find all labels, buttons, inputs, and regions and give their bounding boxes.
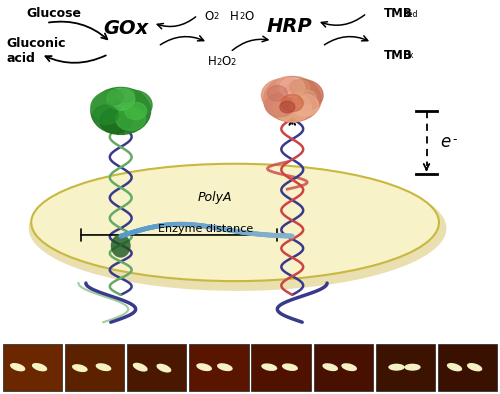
Text: -: -	[453, 134, 458, 147]
Text: GOx: GOx	[103, 19, 148, 38]
Text: H: H	[208, 56, 216, 69]
Circle shape	[94, 105, 118, 125]
FancyBboxPatch shape	[376, 344, 435, 391]
Circle shape	[262, 79, 303, 112]
Circle shape	[114, 90, 152, 120]
Ellipse shape	[196, 363, 212, 371]
Text: 2: 2	[239, 12, 244, 21]
Ellipse shape	[72, 364, 88, 372]
Circle shape	[280, 78, 304, 97]
Circle shape	[298, 90, 316, 104]
Text: Ox: Ox	[403, 52, 413, 60]
Ellipse shape	[111, 234, 130, 258]
Circle shape	[284, 80, 323, 111]
Circle shape	[268, 85, 287, 101]
Circle shape	[116, 107, 146, 130]
Ellipse shape	[156, 364, 172, 373]
Ellipse shape	[133, 363, 148, 372]
Ellipse shape	[28, 166, 446, 291]
Text: 2: 2	[213, 12, 218, 21]
Text: TMB: TMB	[384, 49, 413, 62]
Circle shape	[280, 101, 295, 113]
Text: Glucose: Glucose	[26, 7, 81, 20]
Text: O: O	[204, 10, 214, 23]
Ellipse shape	[10, 363, 26, 372]
Ellipse shape	[447, 363, 462, 372]
Circle shape	[124, 102, 146, 119]
Circle shape	[107, 88, 134, 110]
FancyBboxPatch shape	[190, 344, 248, 391]
Ellipse shape	[467, 363, 482, 372]
Text: Red: Red	[403, 10, 417, 19]
Ellipse shape	[32, 363, 47, 372]
FancyBboxPatch shape	[65, 344, 124, 391]
Circle shape	[91, 91, 130, 123]
Circle shape	[264, 76, 321, 122]
Text: 2: 2	[216, 58, 222, 67]
Text: Gluconic
acid: Gluconic acid	[6, 37, 66, 65]
Ellipse shape	[322, 363, 338, 371]
Circle shape	[91, 87, 150, 134]
Circle shape	[290, 80, 310, 95]
Ellipse shape	[388, 364, 404, 371]
Text: 2: 2	[230, 58, 236, 67]
Ellipse shape	[96, 363, 112, 371]
Text: O: O	[244, 10, 254, 23]
Text: H: H	[230, 10, 239, 23]
Text: PolyA: PolyA	[198, 191, 232, 203]
Circle shape	[100, 108, 132, 133]
Text: O: O	[222, 56, 231, 69]
Circle shape	[116, 88, 134, 102]
Text: e: e	[440, 133, 450, 151]
FancyBboxPatch shape	[252, 344, 310, 391]
Circle shape	[282, 95, 303, 112]
Circle shape	[276, 77, 298, 94]
Ellipse shape	[31, 164, 439, 281]
Circle shape	[265, 93, 295, 117]
Circle shape	[104, 89, 123, 105]
FancyBboxPatch shape	[3, 344, 62, 391]
Text: TMB: TMB	[384, 7, 413, 20]
Text: Enzyme distance: Enzyme distance	[158, 224, 253, 234]
Ellipse shape	[261, 363, 278, 371]
Text: HRP: HRP	[267, 17, 312, 36]
FancyBboxPatch shape	[438, 344, 497, 391]
Circle shape	[274, 92, 311, 122]
Ellipse shape	[282, 363, 298, 371]
FancyBboxPatch shape	[127, 344, 186, 391]
Ellipse shape	[404, 364, 420, 371]
Ellipse shape	[342, 363, 357, 371]
Ellipse shape	[217, 363, 232, 371]
FancyBboxPatch shape	[314, 344, 373, 391]
Circle shape	[291, 94, 318, 116]
